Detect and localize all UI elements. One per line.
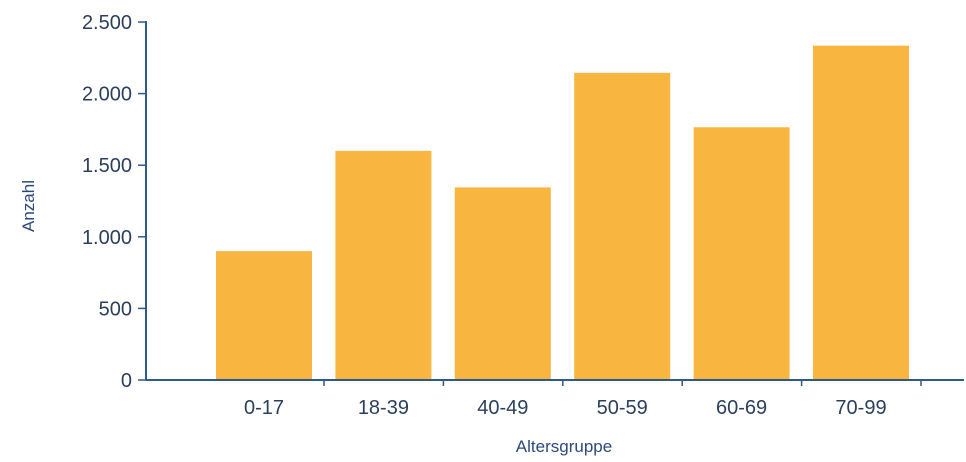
bar-70-99	[813, 45, 909, 381]
bar-40-49	[454, 187, 551, 380]
y-tick-label: 2.000	[82, 84, 132, 106]
bar-0-17	[216, 251, 312, 380]
x-tick-label: 60-69	[716, 397, 767, 419]
bars	[216, 45, 909, 381]
x-tick-label: 70-99	[835, 397, 886, 419]
bar-18-39	[335, 150, 432, 380]
bar-60-69	[693, 127, 790, 380]
y-axis-title: Anzahl	[19, 180, 38, 232]
x-tick-label: 40-49	[477, 397, 528, 419]
y-tick-label: 500	[99, 298, 132, 320]
x-tick-label: 18-39	[358, 397, 409, 419]
y-tick-label: 1.500	[82, 155, 132, 177]
x-tick-label: 50-59	[597, 397, 648, 419]
bar-50-59	[574, 72, 671, 380]
x-tick-label: 0-17	[244, 397, 284, 419]
y-tick-label: 0	[121, 370, 132, 392]
x-axis-ticks: 0-17 18-39 40-49 50-59 60-69 70-99	[244, 380, 922, 419]
y-axis-ticks: 0 500 1.000 1.500 2.000 2.500	[82, 12, 146, 392]
y-tick-label: 1.000	[82, 227, 132, 249]
x-axis-title: Altersgruppe	[516, 437, 612, 456]
y-tick-label: 2.500	[82, 12, 132, 34]
